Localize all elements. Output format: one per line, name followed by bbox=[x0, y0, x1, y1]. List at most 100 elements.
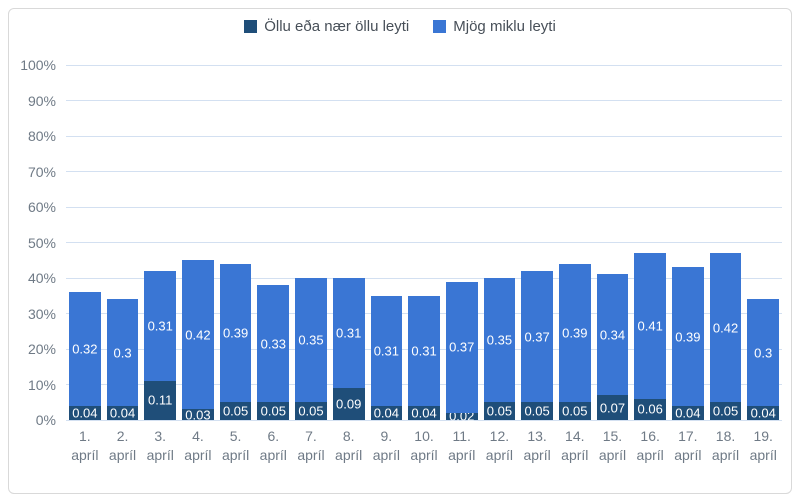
x-tick-label: 6. apríl bbox=[259, 428, 287, 463]
bar-value-label: 0.11 bbox=[148, 392, 173, 408]
gridline bbox=[66, 206, 782, 208]
bar-segment-dark: 0.04 bbox=[69, 405, 101, 421]
bar-value-label: 0.34 bbox=[599, 327, 626, 343]
legend-label: Mjög miklu leyti bbox=[453, 18, 556, 35]
x-tick-label: 19. apríl bbox=[749, 428, 777, 463]
bar-segment-dark: 0.04 bbox=[408, 405, 440, 421]
bar-group: 0.04 0.39 bbox=[669, 65, 707, 420]
gridline bbox=[66, 64, 782, 66]
x-tick-label: 14. apríl bbox=[561, 428, 589, 463]
bar-group: 0.05 0.37 bbox=[518, 65, 556, 420]
bar-group: 0.06 0.41 bbox=[631, 65, 669, 420]
bar-value-label: 0.04 bbox=[72, 405, 98, 421]
bar-value-label: 0.05 bbox=[222, 403, 249, 419]
bar-group: 0.03 0.42 bbox=[179, 65, 217, 422]
bar-segment-light: 0.39 bbox=[219, 263, 252, 403]
bar-segment-light: 0.35 bbox=[295, 278, 327, 403]
y-tick-label: 70% bbox=[27, 163, 56, 180]
bar-segment-light: 0.39 bbox=[558, 263, 591, 403]
bar-value-label: 0.04 bbox=[373, 405, 399, 421]
bar-group: 0.04 0.31 bbox=[368, 65, 406, 420]
x-tick-label: 10. apríl bbox=[410, 428, 438, 463]
bar-segment-light: 0.33 bbox=[257, 285, 290, 403]
bar-segment-light: 0.37 bbox=[445, 281, 478, 413]
y-tick-label: 10% bbox=[27, 376, 56, 393]
bar-value-label: 0.04 bbox=[411, 405, 437, 421]
bar-value-label: 0.37 bbox=[449, 339, 475, 355]
bar-segment-dark: 0.06 bbox=[634, 398, 666, 420]
bar-value-label: 0.04 bbox=[109, 405, 136, 421]
y-tick-label: 80% bbox=[27, 128, 56, 144]
bar-group: 0.05 0.42 bbox=[707, 65, 745, 420]
bar-segment-dark: 0.04 bbox=[106, 405, 139, 421]
y-tick-label: 30% bbox=[27, 305, 56, 322]
gridline bbox=[66, 242, 782, 243]
x-tick-label: 3. apríl bbox=[146, 428, 174, 463]
bar-segment-dark: 0.05 bbox=[483, 402, 516, 420]
bar-value-label: 0.31 bbox=[373, 343, 399, 359]
y-tick-label: 100% bbox=[20, 57, 56, 73]
bar-group: 0.04 0.31 bbox=[405, 65, 443, 420]
bar-segment-dark: 0.05 bbox=[709, 402, 742, 420]
bar-group: 0.05 0.33 bbox=[254, 65, 292, 420]
x-tick-label: 5. apríl bbox=[221, 428, 250, 463]
bar-segment-light: 0.35 bbox=[483, 278, 516, 403]
bar-value-label: 0.05 bbox=[486, 403, 513, 419]
gridline bbox=[66, 100, 782, 101]
y-tick-label: 60% bbox=[27, 199, 56, 215]
bar-group: 0.05 0.39 bbox=[217, 65, 255, 420]
bar-group: 0.05 0.35 bbox=[292, 65, 330, 420]
bar-value-label: 0.39 bbox=[222, 325, 249, 341]
bar-segment-dark: 0.03 bbox=[182, 407, 214, 422]
bar-value-label: 0.42 bbox=[712, 320, 739, 336]
bar-segment-dark: 0.05 bbox=[257, 402, 290, 420]
bar-value-label: 0.33 bbox=[260, 336, 286, 352]
bar-group: 0.05 0.35 bbox=[481, 65, 519, 420]
bar-group: 0.05 0.39 bbox=[556, 65, 594, 420]
bar-segment-light: 0.42 bbox=[709, 253, 742, 403]
bar-segment-light: 0.34 bbox=[596, 274, 629, 396]
x-tick-label: 1. apríl bbox=[71, 428, 99, 463]
bar-value-label: 0.31 bbox=[336, 325, 362, 341]
gridline bbox=[66, 277, 782, 279]
bar-value-label: 0.05 bbox=[524, 403, 550, 419]
x-tick-label: 2. apríl bbox=[108, 428, 137, 463]
bar-group: 0.04 0.32 bbox=[66, 65, 104, 420]
bar-value-label: 0.41 bbox=[637, 318, 663, 334]
y-tick-label: 40% bbox=[27, 270, 56, 286]
bar-segment-light: 0.41 bbox=[634, 253, 666, 399]
bar-value-label: 0.06 bbox=[637, 401, 663, 417]
legend-swatch-light-icon bbox=[433, 20, 447, 33]
legend-item-mjog-miklu-leyti: Mjög miklu leyti bbox=[433, 18, 556, 35]
bar-segment-dark: 0.04 bbox=[672, 405, 704, 420]
x-tick-label: 12. apríl bbox=[485, 428, 514, 463]
bar-segment-light: 0.31 bbox=[408, 295, 440, 406]
x-tick-label: 18. apríl bbox=[711, 428, 740, 463]
x-tick-label: 9. apríl bbox=[372, 428, 400, 463]
bar-value-label: 0.3 bbox=[113, 345, 132, 361]
bar-value-label: 0.37 bbox=[524, 329, 550, 345]
bar-segment-dark: 0.11 bbox=[144, 380, 177, 420]
legend-item-ollu-eda-naer-ollu-leyti: Öllu eða nær öllu leyti bbox=[244, 18, 409, 35]
x-tick-label: 13. apríl bbox=[523, 428, 551, 463]
bar-value-label: 0.05 bbox=[260, 403, 286, 419]
bar-segment-dark: 0.07 bbox=[596, 395, 629, 420]
bar-group: 0.04 0.3 bbox=[744, 65, 782, 420]
bar-segment-dark: 0.04 bbox=[747, 405, 780, 421]
x-tick-label: 7. apríl bbox=[297, 428, 325, 463]
bar-value-label: 0.35 bbox=[298, 332, 324, 348]
bar-value-label: 0.31 bbox=[147, 318, 173, 334]
bar-value-label: 0.04 bbox=[750, 405, 776, 421]
x-tick-label: 16. apríl bbox=[636, 428, 664, 463]
y-tick-label: 0% bbox=[35, 412, 56, 428]
bar-group: 0.09 0.31 bbox=[330, 65, 368, 420]
bar-group: 0.04 0.3 bbox=[104, 65, 142, 420]
bar-value-label: 0.05 bbox=[298, 403, 324, 419]
x-tick-label: 15. apríl bbox=[598, 428, 627, 463]
legend: Öllu eða nær öllu leyti Mjög miklu leyti bbox=[0, 18, 800, 35]
bar-group: 0.07 0.34 bbox=[594, 65, 632, 420]
plot-area: 100% 90% 80% 70% 60% 50% 40% 30% 20% 10% 0% 0.04 0.… bbox=[20, 57, 782, 463]
bar-group: 0.11 0.31 bbox=[141, 65, 179, 420]
bar-segment-light: 0.3 bbox=[747, 299, 780, 406]
y-tick-label: 90% bbox=[27, 92, 56, 109]
